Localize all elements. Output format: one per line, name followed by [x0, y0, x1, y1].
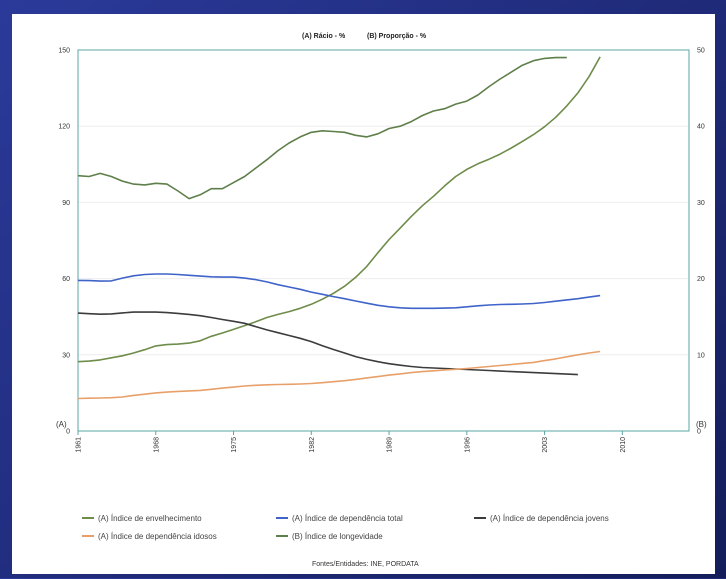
series-line-1 [77, 56, 601, 363]
x-tick-label: 1982 [309, 437, 316, 453]
legend-label: (A) Índice de dependência jovens [490, 514, 609, 523]
left-tick-label: 150 [58, 48, 70, 55]
right-tick-label: 40 [697, 124, 705, 131]
right-tick-label: 10 [697, 352, 705, 359]
left-tick-label: 0 [66, 429, 70, 436]
right-axis: 0 10 20 30 40 50 [697, 48, 705, 436]
x-tick-label: 1961 [76, 437, 83, 453]
chart-header-b: (B) Proporção - % [367, 33, 427, 40]
legend-label: (A) Índice de dependência idosos [98, 532, 217, 541]
left-axis: 0 30 60 90 120 150 [58, 48, 70, 436]
x-axis: 1961 1968 1975 1982 1989 1996 2003 2010 [76, 431, 627, 453]
right-axis-letter: (B) [696, 420, 707, 429]
series-group [77, 56, 601, 400]
series-line-4 [77, 350, 601, 400]
right-tick-label: 50 [697, 48, 705, 55]
left-tick-label: 90 [62, 200, 70, 207]
right-tick-label: 20 [697, 276, 705, 283]
legend: (A) Índice de envelhecimento (A) Índice d… [82, 514, 609, 541]
x-tick-label: 1996 [464, 437, 471, 453]
left-tick-label: 60 [62, 276, 70, 283]
left-tick-label: 30 [62, 352, 70, 359]
left-axis-letter: (A) [56, 420, 67, 429]
plot-frame [77, 49, 690, 432]
series-line-2 [77, 273, 601, 310]
right-tick-label: 30 [697, 200, 705, 207]
legend-label: (A) Índice de dependência total [292, 514, 403, 523]
chart-svg: (A) Rácio - % (B) Proporção - % 0 30 60 90 1… [56, 33, 707, 568]
x-tick-label: 2003 [542, 437, 549, 453]
source-text: Fontes/Entidades: INE, PORDATA [312, 561, 419, 568]
series-line-5 [77, 56, 567, 200]
legend-label: (B) Índice de longevidade [292, 532, 383, 541]
plot-border [77, 49, 690, 432]
chart-panel: (A) Rácio - % (B) Proporção - % 0 30 60 90 1… [12, 14, 715, 574]
series-line-3 [77, 311, 578, 376]
right-tick-label: 0 [697, 429, 701, 436]
chart-header-a: (A) Rácio - % [302, 33, 346, 40]
x-tick-label: 1975 [231, 437, 238, 453]
x-tick-label: 2010 [620, 437, 627, 453]
grid [78, 49, 689, 432]
legend-label: (A) Índice de envelhecimento [98, 514, 202, 523]
x-tick-label: 1989 [387, 437, 394, 453]
x-tick-label: 1968 [153, 437, 160, 453]
left-tick-label: 120 [58, 124, 70, 131]
